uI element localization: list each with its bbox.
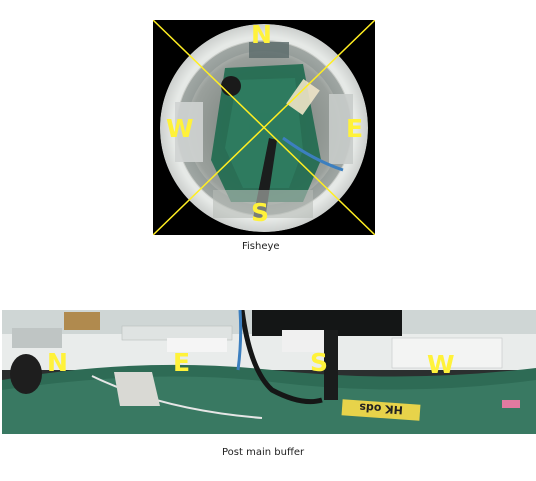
panorama-north-label: N bbox=[47, 348, 68, 377]
fisheye-scene bbox=[153, 20, 375, 235]
panorama-south-label: S bbox=[310, 348, 329, 377]
panorama-cable bbox=[239, 310, 323, 405]
fisheye-image bbox=[153, 20, 375, 235]
fisheye-diagonal-2 bbox=[153, 20, 375, 235]
panorama-east-label: E bbox=[173, 348, 191, 377]
fisheye-person bbox=[221, 76, 241, 96]
fisheye-east-label: E bbox=[346, 114, 364, 143]
panorama-image: HK ods bbox=[2, 310, 536, 434]
fisheye-north-label: N bbox=[251, 20, 272, 49]
panorama-mat bbox=[114, 372, 160, 406]
panorama-scene: HK ods bbox=[2, 310, 536, 434]
panorama-floor-sign bbox=[341, 399, 421, 421]
panorama-caption: Post main buffer bbox=[222, 447, 305, 458]
panorama-floor-text: HK ods bbox=[358, 400, 403, 416]
panorama-person bbox=[10, 354, 42, 394]
fisheye-west-label: W bbox=[166, 114, 194, 143]
panorama-west-label: W bbox=[427, 350, 455, 379]
fisheye-caption: Fisheye bbox=[242, 241, 280, 252]
fisheye-south-label: S bbox=[251, 198, 270, 227]
